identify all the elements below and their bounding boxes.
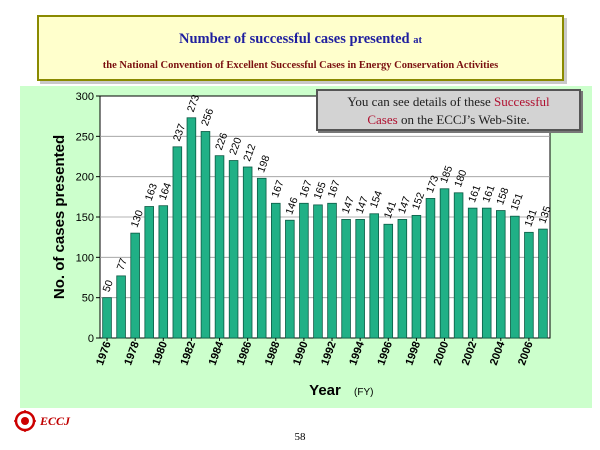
bar-value-label: 146 [283,196,300,217]
y-axis-label: No. of cases presented [51,135,68,299]
bar [158,205,169,339]
bar [383,223,394,339]
eccj-logo-icon [14,410,36,432]
bar [285,219,295,339]
bar-value-label: 226 [213,131,230,152]
bar-value-label: 154 [368,189,385,210]
bar-value-label: 147 [340,195,357,216]
y-tick-label: 300 [76,91,94,103]
bar [425,198,436,339]
chart-title: Number of successful cases presented at [178,31,422,47]
x-tick-label: 1988 [263,340,283,367]
bar [271,202,281,339]
bar [299,202,309,339]
x-tick-label: 1984 [207,339,227,367]
bar-value-label: 50 [101,278,116,293]
bar-value-label: 180 [452,168,469,189]
y-tick-label: 50 [82,293,94,305]
title-box: Number of successful cases presented at … [37,15,564,81]
bar-value-label: 161 [480,183,497,204]
bar [144,206,154,339]
bar-value-label: 161 [466,183,483,204]
website-note: You can see details of these Successful … [316,89,581,131]
page-number: 58 [294,431,306,443]
logo-text: ECCJ [40,414,71,428]
bar-value-label: 273 [185,93,202,114]
chart-subtitle: the National Convention of Excellent Suc… [102,60,499,71]
bar-value-label: 167 [297,179,314,200]
x-axis-label: Year [309,382,341,399]
bar [214,155,225,339]
bar [510,215,520,339]
x-tick-label: 2004 [488,339,508,367]
bar [242,166,253,339]
bar-value-label: 147 [396,195,413,216]
bar-value-label: 164 [157,181,174,202]
bar [481,207,492,339]
bar-value-label: 212 [241,142,258,163]
bar [538,228,548,339]
bar-value-label: 158 [494,186,511,207]
x-tick-label: 1978 [122,340,142,367]
x-axis-unit: (FY) [354,387,373,398]
bar [467,207,478,339]
x-tick-label: 1976 [94,340,114,367]
bar [355,219,365,339]
bar [397,219,408,339]
bar [172,146,183,339]
bar [116,275,126,339]
bar [313,204,323,339]
bar [130,232,140,339]
bar [411,214,422,339]
bar [228,160,239,339]
bar-value-label: 173 [424,174,441,195]
bar-value-label: 130 [129,208,146,229]
bar [102,297,112,339]
bar-value-label: 152 [410,191,427,212]
bar [327,202,337,339]
bar [369,213,379,339]
x-tick-label: 2002 [460,340,480,367]
x-tick-label: 1992 [319,340,339,367]
bar-value-label: 198 [255,154,272,175]
bar [256,177,267,339]
bar [453,192,464,339]
y-tick-label: 0 [88,333,94,345]
y-tick-label: 250 [76,131,94,143]
bar [439,188,450,339]
x-tick-label: 1986 [235,340,255,367]
x-tick-label: 1998 [404,340,424,367]
x-tick-label: 1990 [291,340,311,367]
bar-value-label: 135 [537,204,554,225]
bar-value-label: 131 [522,208,539,229]
y-tick-label: 200 [76,172,94,184]
x-tick-label: 1980 [150,340,170,367]
bar [200,131,211,339]
bar-value-label: 165 [312,180,329,201]
bar-value-label: 141 [382,200,399,221]
bar-value-label: 147 [354,195,371,216]
chart-panel: 0 50 100 150 200 250 300 50 77 130 163 164 237 273 256… [20,86,592,408]
bar [186,117,197,339]
bar-value-label: 237 [171,122,188,143]
x-tick-label: 1982 [179,340,199,367]
bar-value-label: 167 [326,179,343,200]
bar-value-label: 256 [199,107,216,128]
bar-value-label: 220 [227,136,244,157]
x-tick-label: 1996 [375,340,395,367]
x-tick-label: 2000 [432,340,452,367]
bar-value-label: 77 [115,257,130,272]
bar-value-label: 167 [269,179,286,200]
x-tick-label: 1994 [347,339,367,367]
y-tick-label: 150 [76,212,94,224]
bar-value-label: 151 [508,192,525,213]
bar [341,219,351,339]
x-tick-label: 2006 [516,340,536,367]
bar [524,231,534,339]
bar-value-label: 185 [438,164,455,185]
bar [496,210,506,339]
bar-value-label: 163 [143,182,160,203]
y-tick-label: 100 [76,252,94,264]
